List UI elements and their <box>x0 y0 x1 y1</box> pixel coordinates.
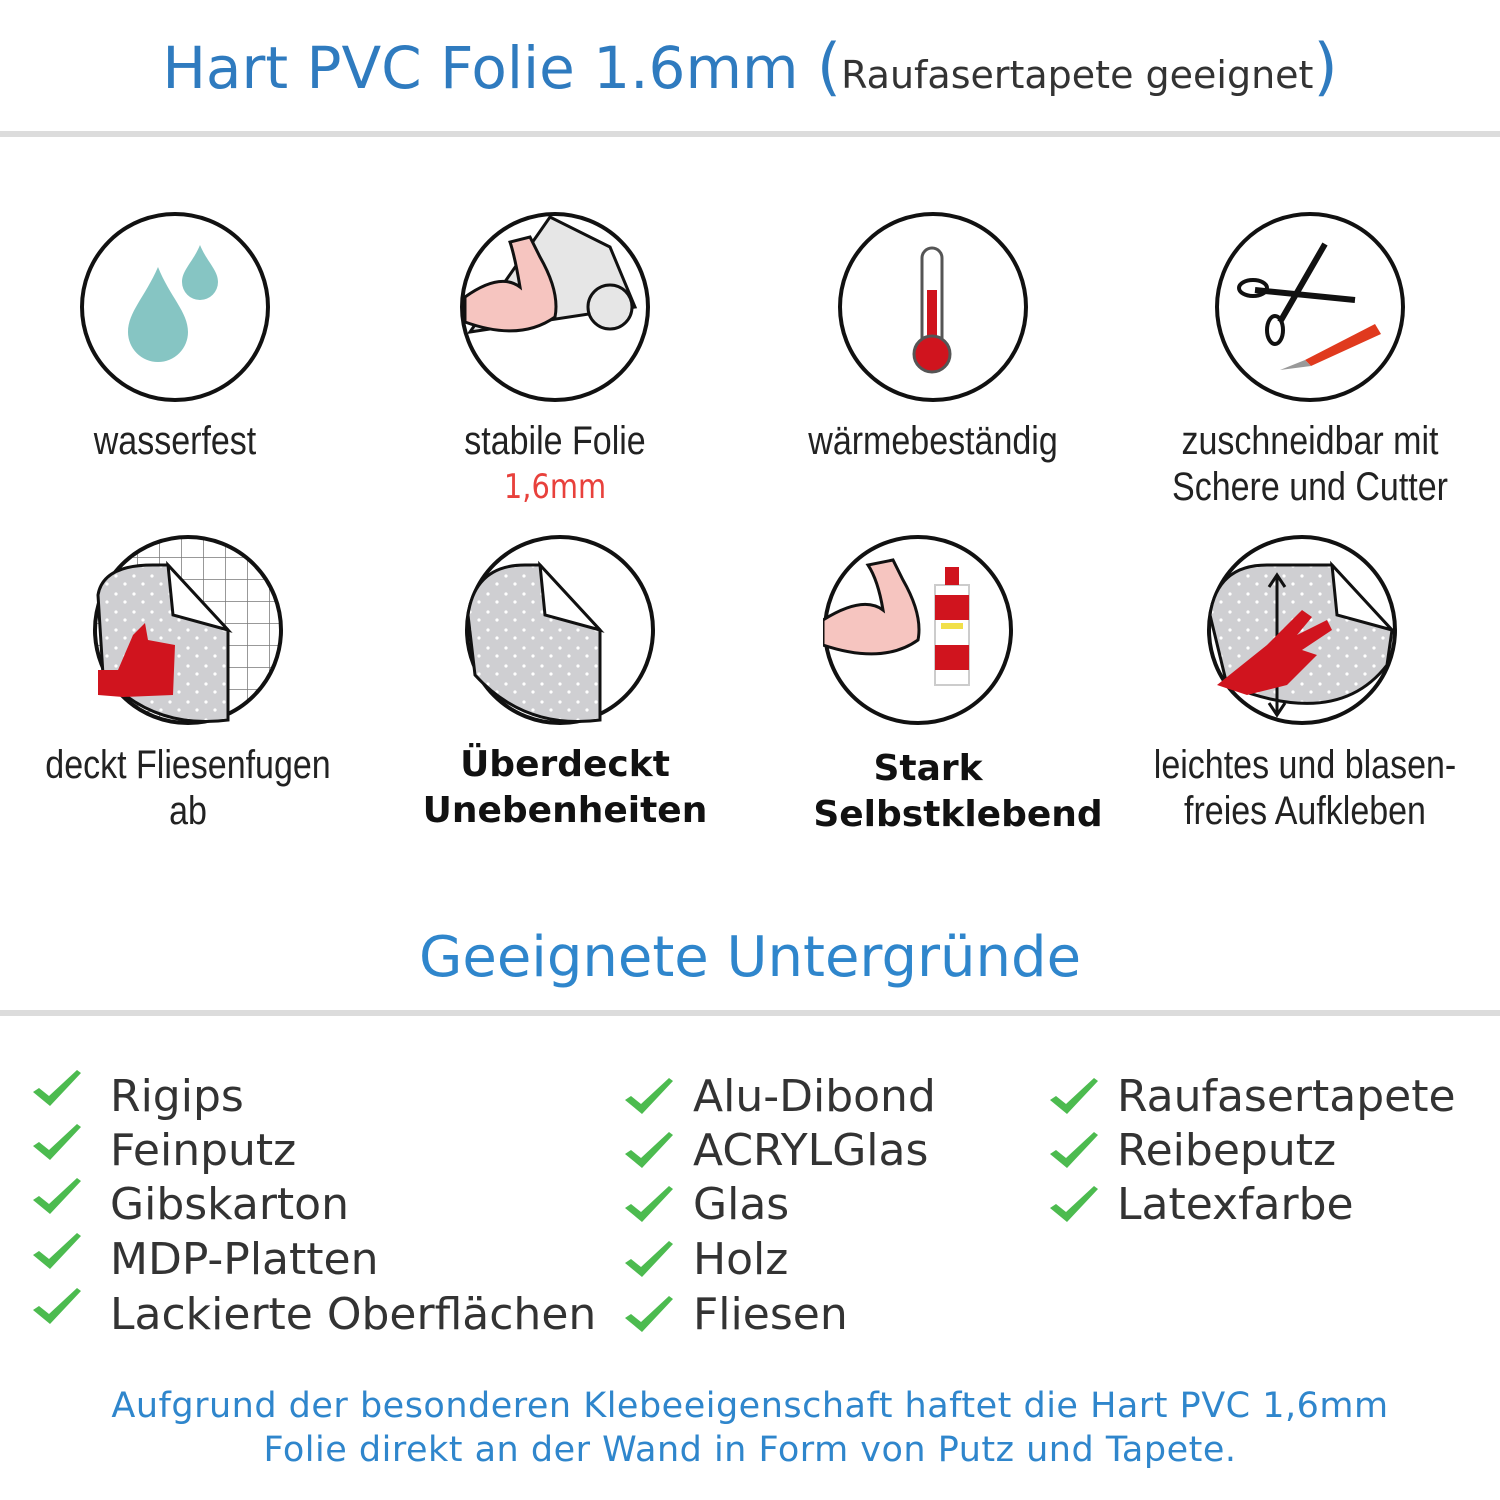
feature-label-aufkleben: leichtes und blasen-freies Aufkleben <box>1152 742 1458 834</box>
water-drops-icon <box>80 212 270 402</box>
feature-line: Schere und Cutter <box>1172 465 1448 509</box>
section-heading: Geeignete Untergründe <box>418 925 1082 990</box>
check-icon <box>1050 1132 1098 1168</box>
check-icon <box>33 1233 81 1269</box>
feature-label-zuschneidbar: zuschneidbar mit Schere und Cutter <box>1157 418 1463 510</box>
feature-highlight: 1,6mm <box>503 467 607 507</box>
feature-line: Stark <box>873 748 983 789</box>
surface-item: Glas <box>693 1179 790 1230</box>
surface-item: Raufasertapete <box>1117 1071 1456 1122</box>
check-icon <box>625 1078 673 1114</box>
surface-item: Feinputz <box>110 1125 297 1176</box>
feature-line: Selbstklebend <box>813 794 1103 835</box>
feature-label-stabile-folie: stabile Folie 1,6mm <box>402 418 708 510</box>
check-icon <box>33 1178 81 1214</box>
foil-corner-icon <box>465 535 655 725</box>
page-title: Hart PVC Folie 1.6mm (Raufasertapete gee… <box>0 30 1500 103</box>
footer-note: Aufgrund der besonderen Klebeeigenschaft… <box>0 1384 1500 1472</box>
feature-line: deckt Fliesenfugen ab <box>45 743 331 833</box>
check-icon <box>33 1070 81 1106</box>
feature-label-fliesenfugen: deckt Fliesenfugen ab <box>35 742 341 834</box>
check-icon <box>33 1288 81 1324</box>
feature-line: zuschneidbar mit <box>1181 419 1439 463</box>
title-subtitle: Raufasertapete geeignet <box>841 53 1314 97</box>
title-text: Hart PVC Folie 1.6mm <box>162 34 799 102</box>
check-icon <box>33 1124 81 1160</box>
check-icon <box>625 1132 673 1168</box>
feature-line: wasserfest <box>93 419 257 463</box>
surface-item: Fliesen <box>693 1289 848 1340</box>
check-icon <box>625 1241 673 1277</box>
hand-smoothing-icon <box>1207 535 1397 725</box>
footer-line: Folie direkt an der Wand in Form von Put… <box>263 1430 1237 1470</box>
surface-item: MDP-Platten <box>110 1234 379 1285</box>
feature-label-selbstklebend: Stark Selbstklebend <box>763 746 1123 838</box>
thermometer-icon <box>838 212 1028 402</box>
divider <box>0 131 1500 137</box>
surface-item: Latexfarbe <box>1117 1179 1354 1230</box>
tile-cover-thumbs-up-icon <box>93 535 283 725</box>
check-icon <box>625 1296 673 1332</box>
feature-line: freies Aufkleben <box>1184 789 1426 833</box>
scissors-cutter-icon <box>1215 212 1405 402</box>
paren-close: ) <box>1313 30 1338 103</box>
surface-item: Rigips <box>110 1071 244 1122</box>
surface-item: Lackierte Oberflächen <box>110 1289 597 1340</box>
check-icon <box>625 1186 673 1222</box>
feature-label-unebenheiten: Überdeckt Unebenheiten <box>385 742 745 834</box>
feature-line: wärmebeständig <box>808 419 1058 463</box>
feature-line: Überdeckt <box>460 744 670 785</box>
paren-open: ( <box>816 30 842 103</box>
check-icon <box>1050 1078 1098 1114</box>
flexed-arm-foil-icon <box>460 212 650 402</box>
feature-line: leichtes und blasen- <box>1153 743 1457 787</box>
feature-line: Unebenheiten <box>422 790 708 831</box>
surface-item: Alu-Dibond <box>693 1071 936 1122</box>
arm-glue-tube-icon <box>823 535 1013 725</box>
surface-item: Gibskarton <box>110 1179 349 1230</box>
surface-item: Holz <box>693 1234 789 1285</box>
feature-label-waermebestaendig: wärmebeständig <box>780 418 1086 464</box>
surface-item: ACRYLGlas <box>693 1125 929 1176</box>
divider <box>0 1010 1500 1016</box>
surface-item: Reibeputz <box>1117 1125 1337 1176</box>
feature-line: stabile Folie <box>464 419 646 463</box>
footer-line: Aufgrund der besonderen Klebeeigenschaft… <box>111 1386 1389 1426</box>
feature-label-wasserfest: wasserfest <box>22 418 328 464</box>
check-icon <box>1050 1186 1098 1222</box>
